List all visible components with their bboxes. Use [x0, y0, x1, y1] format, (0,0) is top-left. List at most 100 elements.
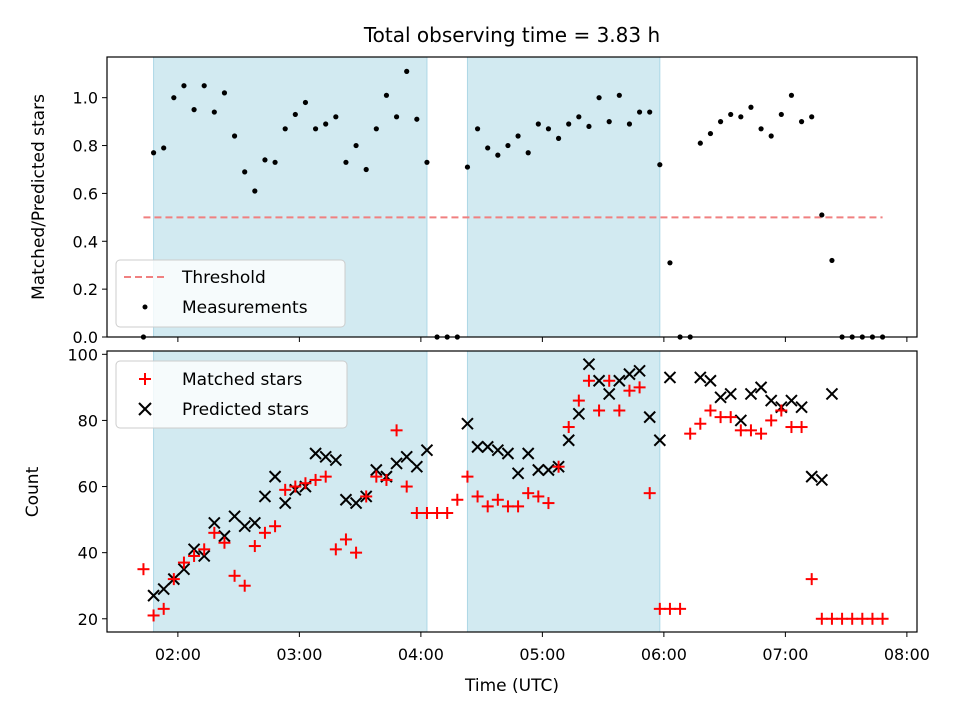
matched-point: [684, 427, 697, 440]
measurement-point: [697, 140, 703, 146]
measurement-point: [171, 95, 177, 101]
measurement-point: [707, 130, 714, 137]
top-panel: 0.0 0.2 0.4 0.6 0.8 1.0 Matched/Predicted sta…: [29, 56, 918, 347]
measurement-point: [323, 121, 329, 127]
matched-point: [147, 609, 160, 622]
matched-point: [481, 500, 494, 513]
matched-point: [451, 493, 464, 506]
matched-point: [562, 421, 575, 434]
measurement-point: [748, 104, 754, 110]
x-axis-label: Time (UTC): [464, 676, 559, 696]
measurements-legend-label: Measurements: [182, 298, 308, 318]
matched-point: [572, 394, 585, 407]
predicted-legend-swatch: [138, 402, 152, 416]
measurement-point: [272, 159, 278, 165]
predicted-point: [582, 358, 596, 371]
predicted-point: [532, 463, 545, 477]
matched-point: [420, 506, 433, 519]
x-tick-label: 06:00: [641, 645, 687, 664]
predicted-point: [623, 367, 636, 381]
measurement-point: [636, 109, 643, 115]
y-tick-label: 100: [67, 345, 98, 364]
measurement-point: [788, 92, 795, 98]
top-legend: Threshold Measurements: [115, 259, 346, 328]
predicted-point: [248, 516, 262, 530]
x-tick-label: 04:00: [398, 645, 444, 664]
predicted-point: [400, 450, 413, 463]
measurement-point: [464, 164, 471, 170]
matched-point: [380, 473, 393, 486]
measurement-point: [373, 126, 379, 132]
matched-point: [825, 612, 838, 625]
x-tick-label: 02:00: [155, 645, 201, 664]
matched-point: [694, 417, 707, 430]
matched-point: [795, 421, 808, 434]
predicted-point: [157, 582, 170, 596]
predicted-point: [694, 371, 707, 384]
matched-point: [522, 487, 535, 500]
threshold-legend-label: Threshold: [181, 268, 266, 288]
measurement-point: [738, 114, 744, 120]
predicted-point: [238, 520, 251, 533]
measurements-series: [140, 68, 886, 340]
measurement-point: [545, 126, 552, 132]
top-legend-box: [115, 259, 346, 328]
matched-point: [461, 470, 474, 483]
x-tick-label: 05:00: [519, 645, 565, 664]
matched-point: [775, 404, 788, 417]
measurement-point: [333, 114, 339, 120]
measurements-legend-swatch: [142, 304, 148, 310]
measurement-point: [242, 169, 248, 175]
predicted-point: [218, 529, 231, 543]
measurement-point: [525, 150, 531, 156]
measurement-point: [424, 159, 430, 165]
measurement-point: [191, 107, 197, 113]
y-tick-label: 1.0: [73, 89, 98, 108]
matched-point: [188, 549, 201, 562]
predicted-point: [329, 453, 343, 467]
x-tick-label: 08:00: [884, 645, 930, 664]
measurement-point: [809, 114, 815, 120]
predicted-point: [744, 387, 758, 401]
matched-point: [238, 579, 251, 592]
predicted-point: [228, 510, 241, 523]
measurement-point: [566, 121, 572, 127]
measurement-point: [616, 92, 622, 98]
matched-point: [836, 612, 849, 625]
predicted-point: [613, 374, 626, 387]
predicted-point: [187, 543, 201, 556]
matched-legend-swatch: [139, 373, 151, 385]
predicted-point: [258, 490, 272, 503]
matched-point: [299, 477, 312, 490]
matched-point: [542, 497, 555, 510]
measurement-point: [728, 111, 734, 118]
predicted-point: [542, 463, 555, 477]
matched-point: [167, 573, 180, 586]
matched-point: [765, 414, 778, 427]
matched-point: [755, 427, 768, 440]
matched-point: [370, 470, 383, 483]
matched-point: [785, 421, 798, 434]
measurement-point: [829, 257, 835, 264]
predicted-point: [764, 394, 778, 407]
y-tick-label: 60: [78, 478, 98, 497]
matched-stars-series: [137, 374, 889, 625]
predicted-point: [370, 463, 383, 477]
matched-point: [350, 546, 363, 559]
predicted-point: [795, 400, 808, 414]
predicted-point: [521, 447, 535, 460]
measurement-point: [262, 157, 268, 163]
matched-point: [532, 490, 545, 503]
predicted-point: [471, 440, 484, 454]
y-tick-label: 0.0: [73, 328, 98, 347]
matched-point: [815, 612, 828, 625]
matched-point: [289, 480, 302, 493]
matched-point: [258, 526, 271, 539]
matched-point: [744, 424, 757, 437]
measurement-point: [414, 116, 420, 122]
predicted-point: [704, 374, 717, 387]
matched-point: [269, 520, 282, 533]
measurement-point: [150, 150, 157, 156]
measurement-point: [252, 188, 258, 194]
matched-point: [613, 404, 626, 417]
